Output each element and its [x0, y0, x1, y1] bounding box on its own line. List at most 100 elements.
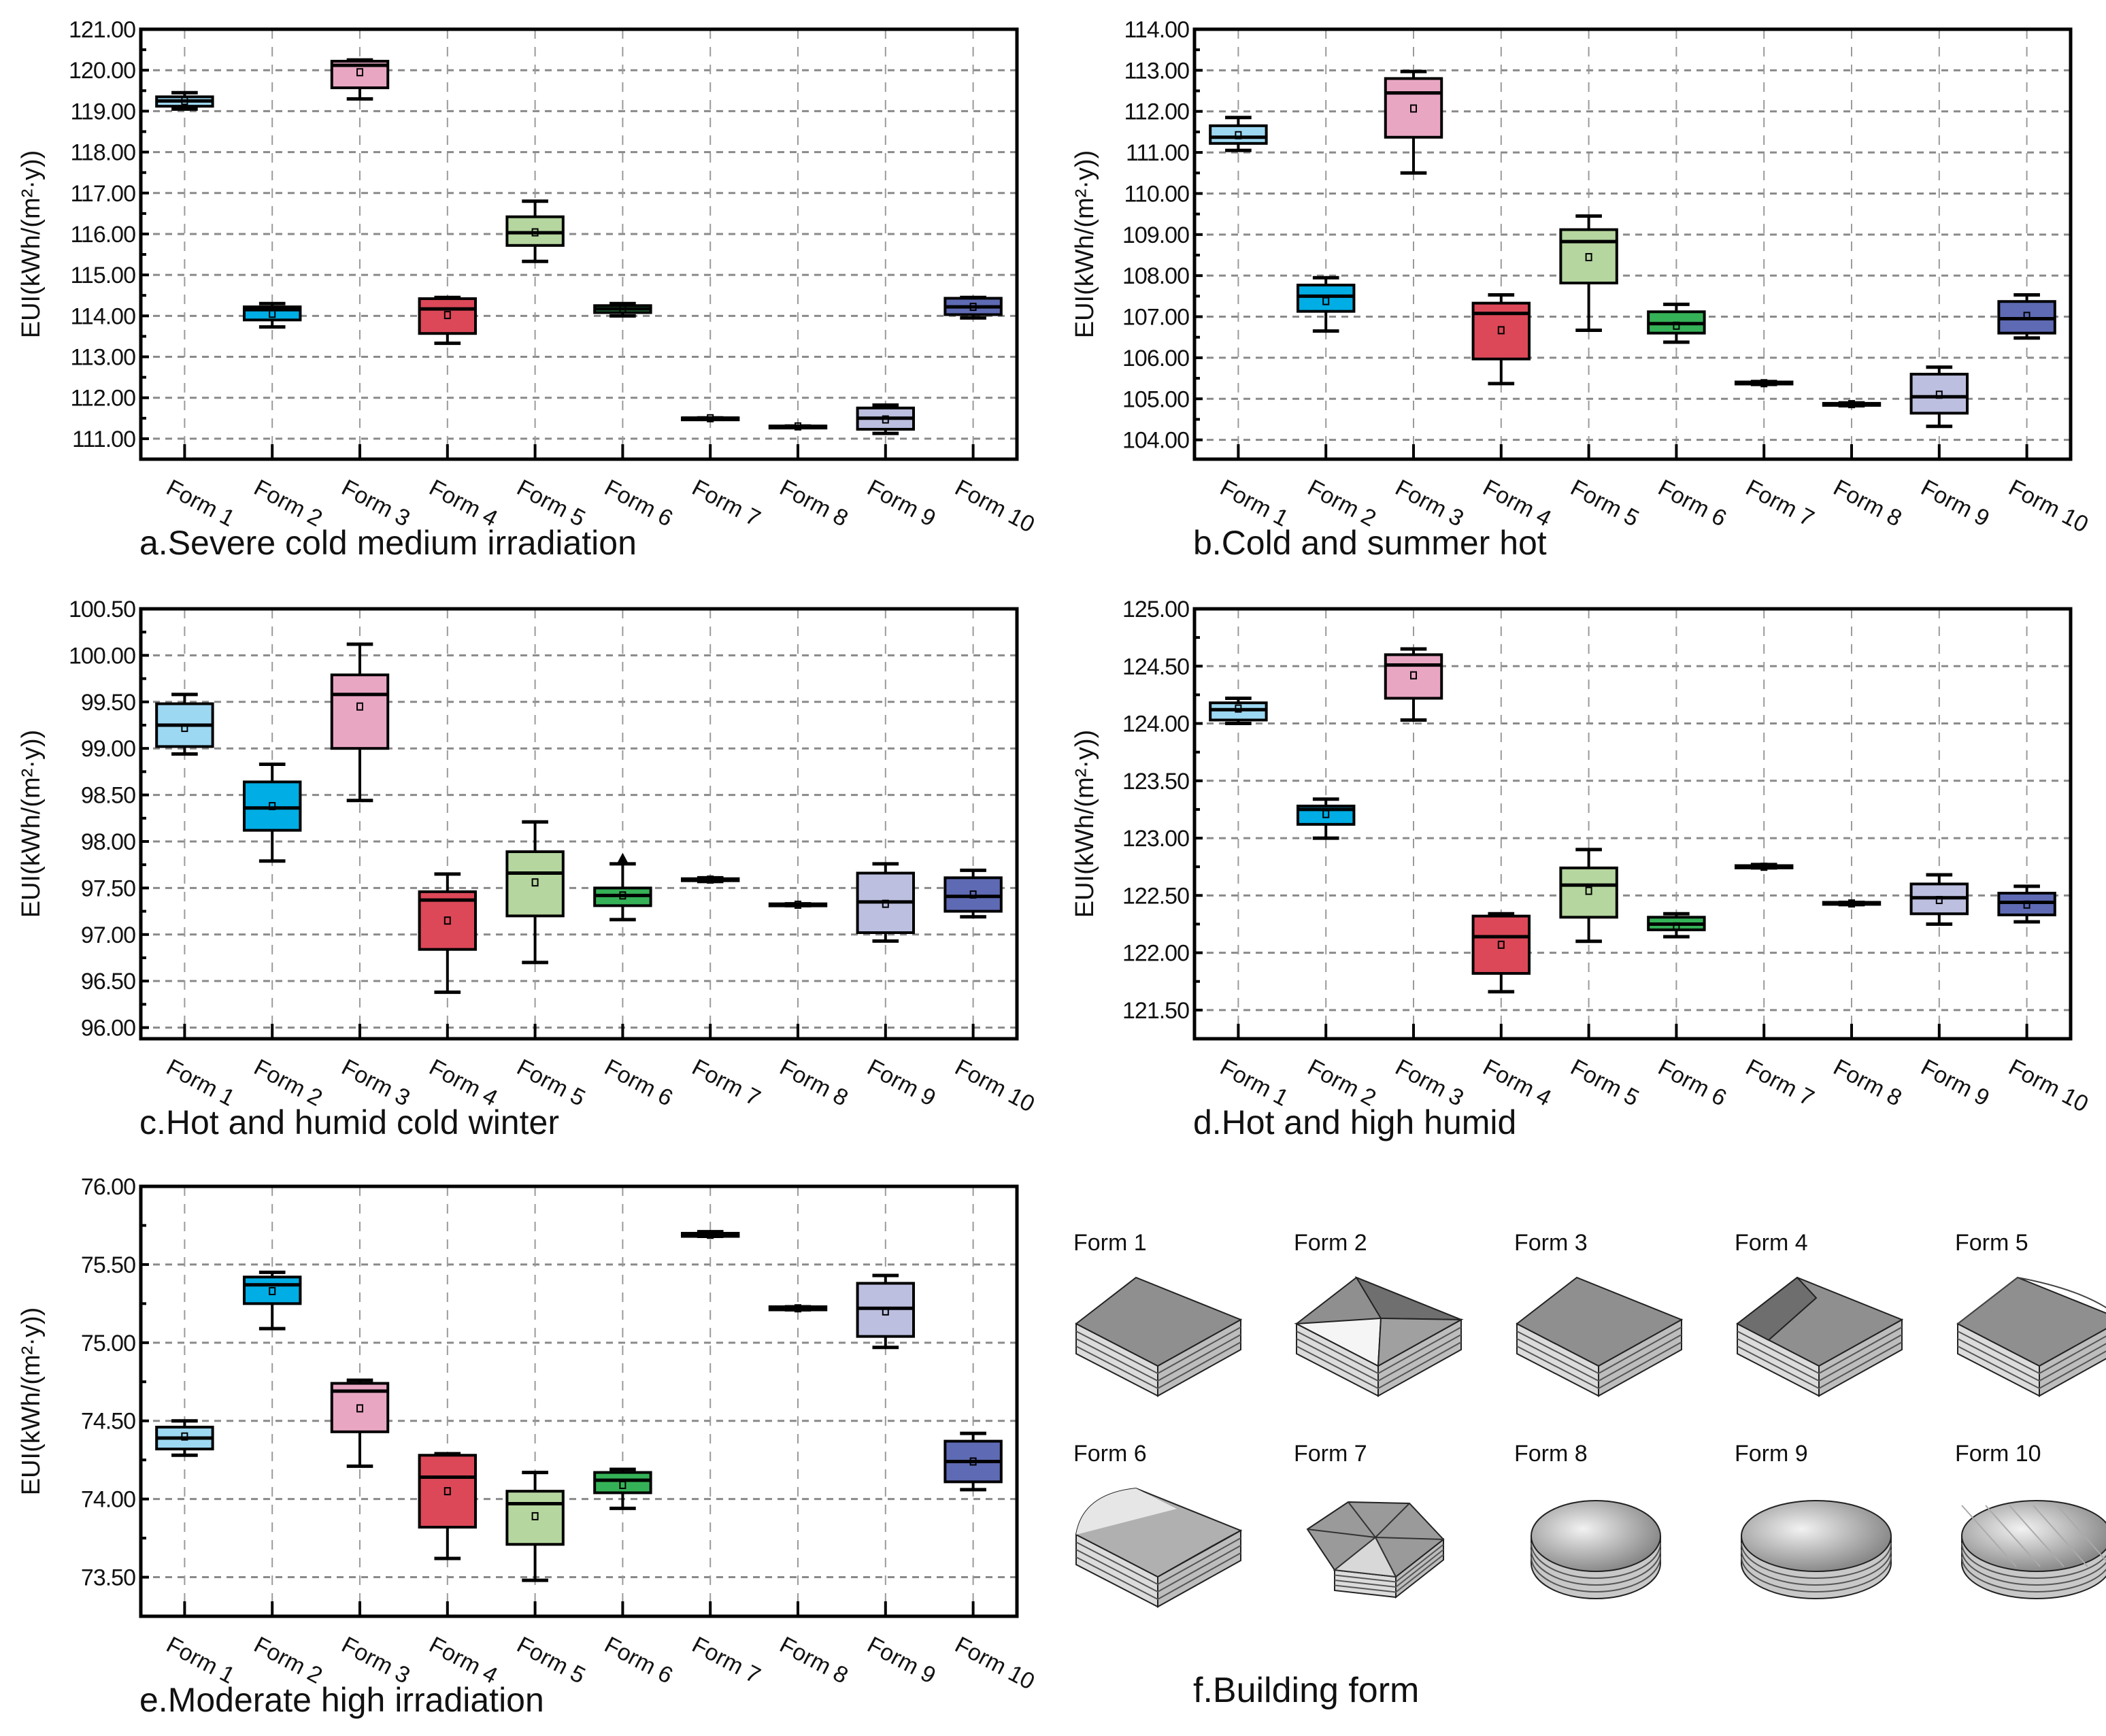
box-form-7 — [680, 1230, 740, 1239]
plot-frame — [139, 1184, 1019, 1618]
box-form-2 — [1296, 276, 1356, 333]
box-form-6 — [593, 852, 652, 922]
chart-title: c.Hot and humid cold winter — [139, 1103, 559, 1141]
x-tick-label: Form 10 — [951, 1054, 1039, 1118]
x-tick-label: Form 5 — [1567, 1054, 1643, 1112]
box-iqr — [1909, 373, 1969, 415]
box-iqr — [1384, 653, 1443, 700]
box-form-8 — [1822, 899, 1882, 908]
mean-marker — [1235, 131, 1242, 139]
box-form-3 — [1384, 69, 1443, 175]
mean-marker — [444, 311, 451, 320]
chart-b: 104.00 105.00 106.00 107.00 108.00 109.00 110.… — [1054, 0, 2106, 578]
box-form-9 — [856, 1273, 916, 1350]
chart-title: b.Cold and summer hot — [1193, 524, 1547, 562]
mean-marker — [882, 1307, 889, 1316]
mean-marker — [356, 68, 363, 77]
mean-marker — [1673, 321, 1680, 330]
building-form-item: Form 7 — [1294, 1441, 1498, 1618]
chart-title: d.Hot and high humid — [1193, 1103, 1516, 1141]
y-tick-label: 100.50 — [69, 597, 135, 622]
y-axis-label: EUI(kWh/(m²·y)) — [17, 730, 46, 918]
building-form-label: Form 6 — [1073, 1441, 1147, 1467]
mean-marker — [1235, 704, 1242, 713]
y-tick-label: 120.00 — [69, 58, 135, 84]
y-tick-label: 122.50 — [1122, 883, 1189, 909]
box-iqr — [1559, 228, 1618, 285]
mean-marker — [1585, 253, 1592, 262]
y-tick-label: 73.50 — [81, 1565, 135, 1591]
x-tick-label: Form 8 — [775, 1054, 852, 1112]
building-form-item: Form 1 — [1073, 1230, 1277, 1407]
box-form-2 — [242, 1270, 302, 1331]
mean-marker — [181, 724, 188, 733]
box-form-1 — [155, 90, 214, 111]
box-form-6 — [593, 301, 652, 318]
y-tick-label: 75.50 — [81, 1252, 135, 1278]
chart-e: 73.50 74.00 74.50 75.00 75.50 76.00 Form 1 Form… — [0, 1157, 1053, 1735]
y-tick-label: 104.00 — [1122, 428, 1189, 454]
y-tick-label: 124.00 — [1122, 712, 1189, 737]
building-form-item: Form 9 — [1735, 1441, 1939, 1618]
plot-frame — [1192, 27, 2073, 461]
y-tick-label: 96.00 — [81, 1016, 135, 1041]
building-form-label: Form 1 — [1073, 1230, 1147, 1256]
plot-frame — [1192, 607, 2073, 1041]
box-iqr — [1296, 284, 1356, 313]
mean-marker — [181, 97, 188, 105]
mean-marker — [531, 878, 539, 887]
building-form-label: Form 7 — [1294, 1441, 1367, 1467]
x-tick-label: Form 7 — [688, 1632, 765, 1689]
box-iqr — [242, 780, 302, 832]
building-form-label: Form 4 — [1735, 1230, 1808, 1256]
box-form-10 — [943, 868, 1003, 919]
box-form-3 — [1384, 647, 1443, 722]
y-axis-label: EUI(kWh/(m²·y)) — [17, 1307, 46, 1495]
box-form-3 — [330, 1378, 390, 1468]
y-tick-label: 122.00 — [1122, 941, 1189, 967]
y-axis-label: EUI(kWh/(m²·y)) — [17, 150, 46, 338]
mean-marker — [1848, 400, 1855, 409]
y-tick-label: 112.00 — [1124, 99, 1190, 125]
x-tick-label: Form 8 — [1829, 475, 1906, 532]
box-form-3 — [330, 642, 390, 803]
building-form-1-icon — [1075, 1276, 1243, 1397]
x-tick-label: Form 6 — [1654, 475, 1731, 532]
mean-marker — [1322, 297, 1330, 305]
y-tick-label: 74.50 — [81, 1409, 135, 1435]
box-form-8 — [768, 422, 828, 431]
box-form-5 — [505, 820, 565, 965]
y-tick-label: 74.00 — [81, 1487, 135, 1513]
chart-d: 121.50 122.00 122.50 123.00 123.50 124.00 124.… — [1054, 580, 2106, 1158]
x-tick-label: Form 10 — [2005, 1054, 2093, 1118]
box-form-10 — [1997, 884, 2056, 924]
box-form-5 — [1559, 848, 1618, 944]
building-form-label: Form 8 — [1514, 1441, 1588, 1467]
box-form-9 — [1909, 365, 1969, 429]
y-tick-label: 118.00 — [71, 140, 136, 166]
box-form-4 — [418, 295, 478, 346]
building-form-6-icon — [1075, 1487, 1243, 1608]
y-tick-label: 111.00 — [72, 427, 135, 452]
mean-marker — [882, 899, 889, 908]
y-tick-label: 98.00 — [81, 829, 135, 855]
building-form-item: Form 10 — [1955, 1441, 2106, 1618]
box-form-7 — [680, 414, 740, 422]
mean-marker — [2023, 900, 2030, 909]
box-form-9 — [1909, 873, 1969, 926]
x-tick-label: Form 8 — [775, 475, 852, 532]
y-tick-label: 114.00 — [1124, 17, 1190, 43]
box-form-5 — [1559, 214, 1618, 332]
x-tick-label: Form 9 — [1917, 1054, 1994, 1112]
y-tick-label: 97.00 — [81, 922, 135, 948]
box-form-5 — [505, 199, 565, 263]
box-form-2 — [242, 301, 302, 329]
box-form-2 — [242, 762, 302, 863]
box-iqr — [330, 673, 390, 750]
box-form-2 — [1296, 797, 1356, 840]
box-form-6 — [593, 1467, 652, 1510]
building-form-item: Form 5 — [1955, 1230, 2106, 1407]
box-form-9 — [856, 862, 916, 943]
mean-marker — [1322, 809, 1330, 818]
x-tick-label: Form 7 — [1741, 475, 1818, 532]
